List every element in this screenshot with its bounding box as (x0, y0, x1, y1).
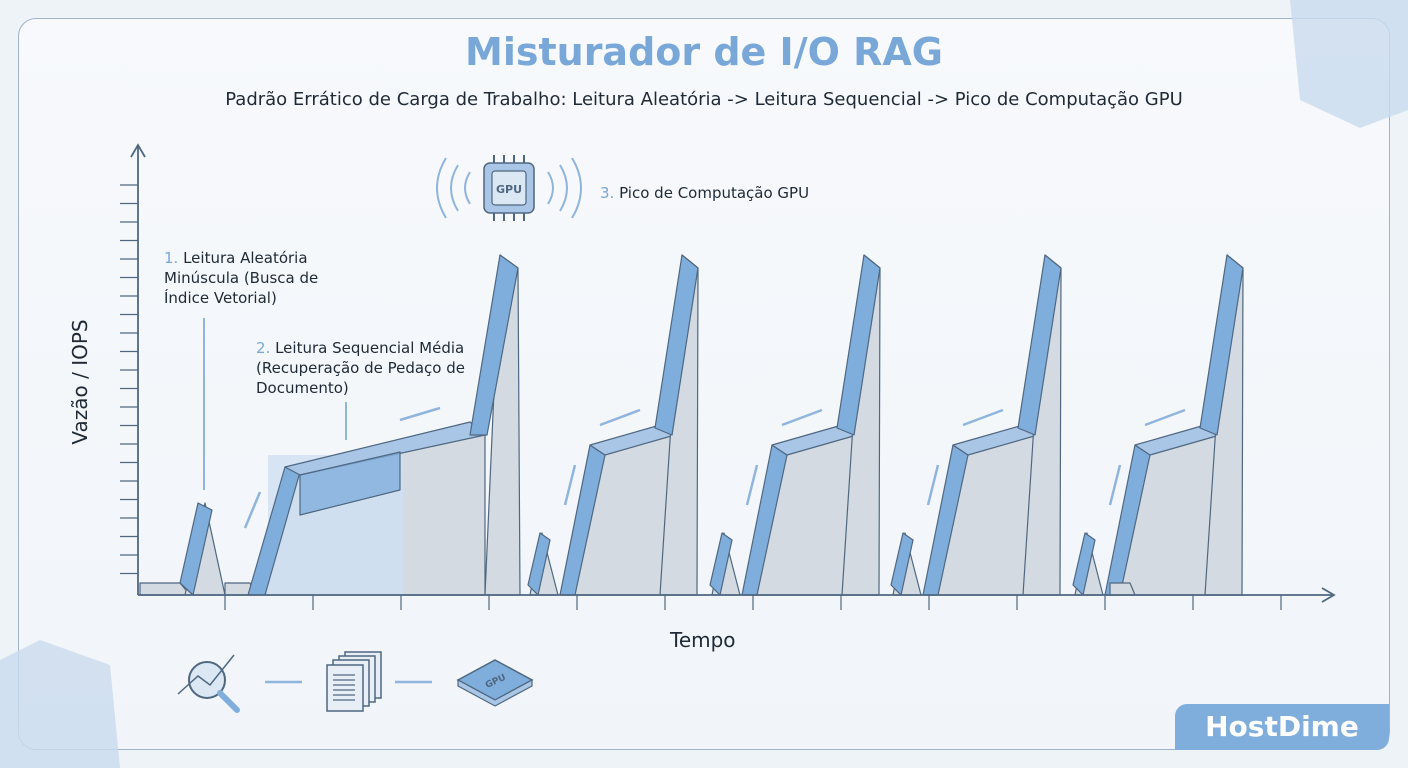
up-arrow (745, 464, 759, 506)
gpu-peak-face-2 (654, 254, 699, 436)
up-arrow (962, 408, 1004, 427)
annotation-gpu-peak: 3. Pico de Computação GPU (600, 184, 810, 202)
random-read-spike-face (179, 502, 213, 596)
x-axis-label: Tempo (670, 628, 736, 652)
y-axis-label: Vazão / IOPS (68, 319, 92, 445)
gpu-peak-face-4 (1017, 254, 1062, 436)
signal-wave-icon (571, 157, 582, 219)
gpu-chip-icon: GPU (483, 155, 535, 221)
up-arrow (1144, 408, 1186, 427)
corner-decoration (1290, 0, 1408, 128)
magnifier-lens (188, 661, 226, 699)
up-arrow (399, 406, 441, 422)
brand-logo: HostDime (1175, 704, 1389, 750)
gpu-peak-face (469, 254, 519, 436)
gpu-chip-label: GPU (496, 183, 522, 196)
up-arrow (599, 408, 641, 427)
annotation-random-read: 1. Leitura Aleatória Minúscula (Busca de… (164, 249, 319, 307)
search-analytics-icon (177, 654, 240, 713)
gpu-chip-side (457, 678, 533, 707)
documents-icon (326, 651, 382, 712)
up-arrow (563, 464, 577, 506)
magnifier-handle (217, 690, 240, 713)
analytics-line (177, 654, 235, 695)
gpu-chip-core (491, 170, 527, 206)
small-spike-face-4 (890, 532, 914, 596)
up-arrow (1108, 464, 1122, 506)
signal-wave-icon (547, 171, 554, 205)
small-spike-face-2 (527, 532, 551, 596)
small-spike-face-3 (709, 532, 733, 596)
signal-wave-icon (559, 164, 568, 212)
page-title: Misturador de I/O RAG (465, 30, 943, 74)
y-axis-arrow-icon (130, 143, 146, 158)
small-spike-face-5 (1072, 532, 1096, 596)
corner-decoration (0, 640, 120, 768)
up-arrow (243, 491, 262, 529)
infographic-frame (18, 18, 1390, 750)
gpu-peak-face-5 (1199, 254, 1244, 436)
up-arrow (926, 464, 940, 506)
page-subtitle: Padrão Errático de Carga de Trabalho: Le… (225, 89, 1183, 110)
annotation-sequential-read: 2. Leitura Sequencial Média (Recuperação… (256, 339, 465, 397)
sequential-read-top-highlight (299, 451, 401, 516)
gpu-peak-face-3 (836, 254, 881, 436)
baseline-flat (1109, 582, 1136, 596)
document-page (326, 664, 364, 712)
x-axis-arrow-icon (1321, 587, 1336, 603)
signal-wave-icon (450, 164, 459, 212)
up-arrow (781, 408, 823, 427)
signal-wave-icon (464, 171, 471, 205)
signal-wave-icon (436, 157, 447, 219)
gpu-chip-icon: GPU (456, 659, 534, 707)
